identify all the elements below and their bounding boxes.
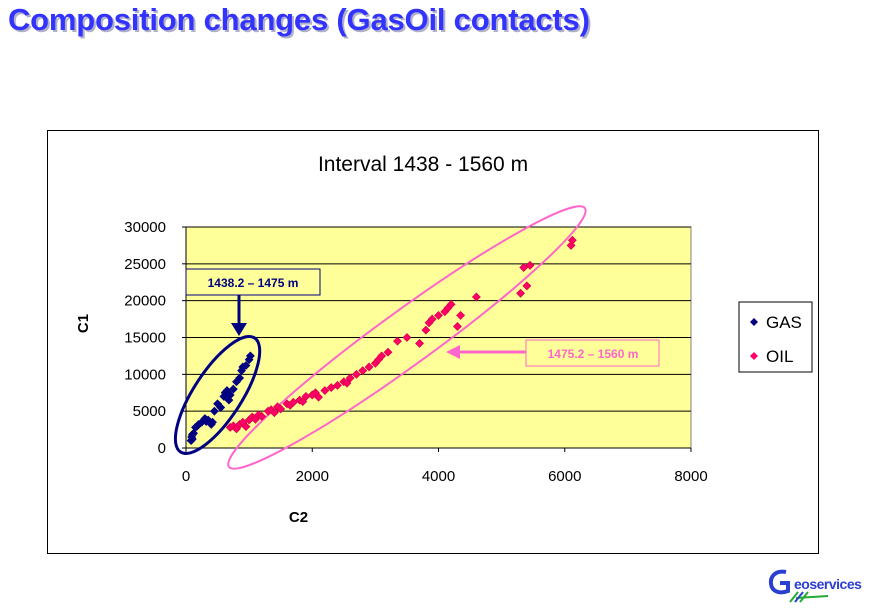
- oil-point: [288, 397, 298, 407]
- oil-point: [383, 347, 393, 357]
- y-tick-label: 5000: [133, 403, 166, 420]
- gas-point: [228, 384, 238, 394]
- oil-point: [276, 404, 286, 414]
- legend-marker: [750, 318, 758, 326]
- x-tick-label: 2000: [296, 468, 329, 485]
- oil-cluster-ellipse: [227, 205, 587, 470]
- oil-point: [345, 373, 355, 383]
- gas-point: [209, 406, 219, 416]
- x-tick-label: 4000: [422, 468, 455, 485]
- x-axis-label: C2: [289, 509, 308, 526]
- y-tick-label: 30000: [124, 219, 166, 236]
- oil-point: [567, 235, 577, 245]
- logo-text: eoservices: [794, 576, 862, 592]
- gas-cluster-ellipse: [173, 334, 262, 455]
- x-tick-label: 0: [182, 468, 190, 485]
- x-tick-label: 8000: [674, 468, 707, 485]
- oil-point: [364, 362, 374, 372]
- slide-title: Composition changes (GasOil contacts): [8, 2, 590, 37]
- oil-point: [434, 310, 443, 320]
- gas-point: [208, 417, 217, 427]
- oil-point: [453, 322, 462, 331]
- gas-annotation-arrowhead: [231, 323, 247, 336]
- legend-label: GAS: [766, 313, 802, 332]
- oil-point: [402, 333, 412, 342]
- y-tick-label: 25000: [124, 256, 166, 273]
- legend-marker: [750, 352, 758, 360]
- oil-point: [269, 408, 279, 418]
- legend-label: OIL: [766, 347, 793, 366]
- gas-point: [235, 373, 245, 383]
- oil-point: [427, 314, 437, 324]
- chart-frame: Interval 1438 - 1560 m 0 5000 10000 15000 200…: [47, 130, 819, 554]
- gas-annotation-box: [185, 268, 321, 296]
- oil-point: [522, 281, 532, 291]
- oil-point: [519, 263, 529, 272]
- gas-point: [241, 361, 251, 370]
- oil-point: [446, 299, 456, 309]
- chart-title: Interval 1438 - 1560 m: [318, 153, 528, 176]
- oil-point: [393, 336, 402, 346]
- oil-point: [456, 310, 466, 320]
- gas-point: [216, 403, 226, 412]
- oil-point: [358, 366, 368, 376]
- y-tick-label: 0: [158, 440, 166, 457]
- oil-point: [257, 411, 267, 421]
- oil-point: [241, 422, 251, 432]
- oil-point: [566, 240, 576, 250]
- oil-point: [320, 386, 330, 395]
- geoservices-logo: eoservices: [768, 566, 883, 604]
- oil-point: [333, 380, 342, 390]
- x-tick-label: 6000: [548, 468, 581, 485]
- y-tick-label: 15000: [124, 330, 166, 347]
- logo-mark-icon: [768, 569, 829, 603]
- oil-annotation-box: [525, 339, 660, 367]
- oil-point: [314, 392, 323, 402]
- gas-point: [245, 351, 255, 361]
- oil-point: [415, 338, 424, 348]
- gas-annotation-label: 1438.2 – 1475 m: [208, 276, 299, 290]
- oil-point: [352, 369, 361, 379]
- oil-point: [326, 383, 336, 393]
- oil-annotation-arrowhead: [446, 345, 460, 359]
- y-tick-label: 20000: [124, 293, 166, 310]
- scatter-chart: Interval 1438 - 1560 m 0 5000 10000 15000 200…: [75, 153, 813, 526]
- y-axis-label: C1: [75, 314, 92, 333]
- oil-point: [525, 260, 535, 270]
- y-tick-label: 10000: [124, 366, 166, 383]
- legend-box: [738, 301, 813, 373]
- oil-point: [516, 288, 525, 298]
- oil-point: [471, 292, 481, 302]
- oil-point: [377, 351, 387, 361]
- oil-point: [421, 325, 431, 335]
- gas-point: [225, 390, 235, 400]
- oil-annotation-label: 1475.2 – 1560 m: [548, 347, 639, 361]
